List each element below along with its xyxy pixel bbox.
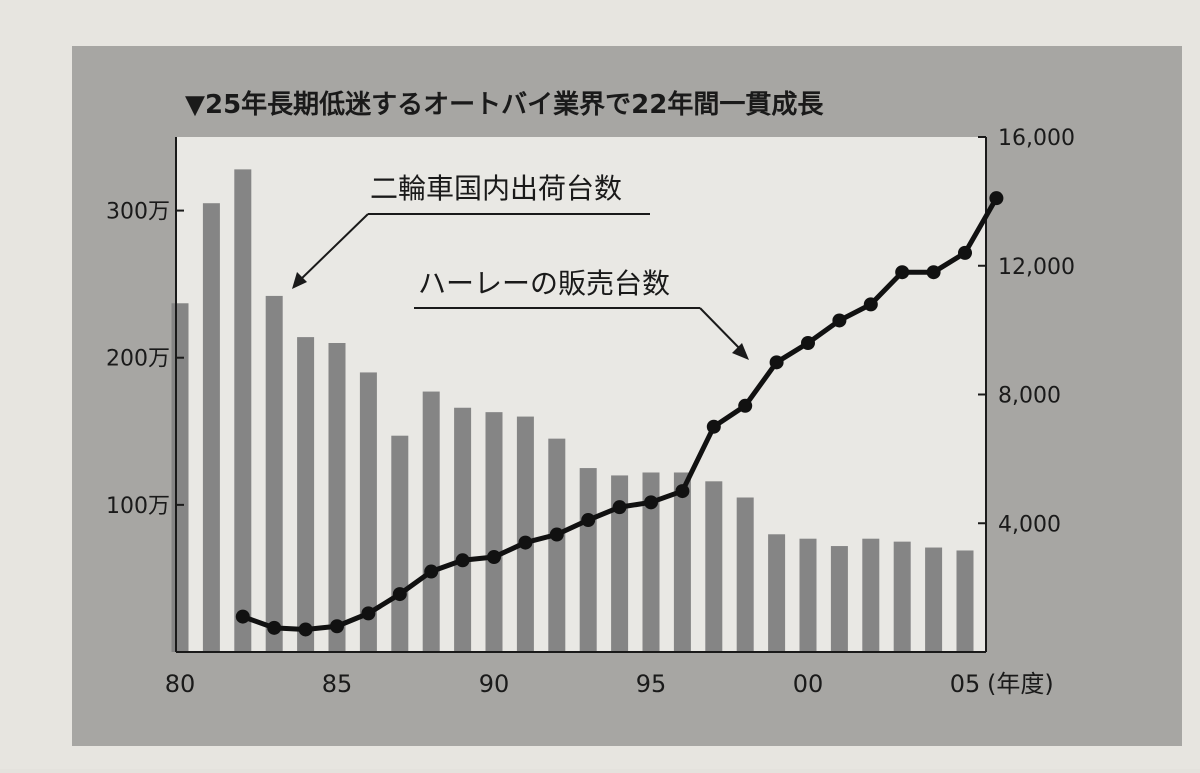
line-point (392, 587, 407, 602)
bar (893, 541, 911, 652)
bar (171, 303, 189, 652)
bar (297, 337, 315, 652)
bar (516, 416, 534, 652)
axes: 100万 200万 300万 4,000 8,000 12,000 16,000 80 85 90… (106, 126, 1075, 698)
line-series (235, 191, 1004, 637)
bar (799, 538, 817, 652)
annotation-shipments-leader (297, 213, 369, 283)
bar (202, 203, 220, 652)
bar (359, 372, 377, 652)
line-point (769, 355, 784, 370)
bar (925, 547, 943, 652)
annotation-shipments-arrowhead (292, 272, 307, 289)
line-point (926, 265, 941, 280)
bar (768, 534, 786, 652)
bar (830, 546, 848, 652)
bar (485, 412, 503, 652)
bar (956, 550, 974, 652)
bar (736, 497, 754, 652)
left-axis-tick-label: 100万 (106, 494, 170, 519)
line-point (424, 564, 439, 579)
x-axis-tick-label: 85 (322, 670, 353, 698)
line-point (706, 419, 721, 434)
annotation-harley: ハーレーの販売台数 (414, 267, 749, 360)
annotation-shipments: 二輪車国内出荷台数 (292, 172, 650, 289)
bar (579, 468, 597, 652)
line-point (549, 527, 564, 542)
bar (454, 407, 472, 652)
line-point (455, 553, 470, 568)
line-point (958, 245, 972, 260)
chart-title: ▼25年長期低迷するオートバイ業界で22年間一貫成長 (185, 89, 824, 120)
x-axis-tick-label: 00 (793, 670, 824, 698)
x-axis-tick-label: 95 (636, 670, 667, 698)
x-axis-unit-label: (年度) (987, 670, 1054, 698)
line-point (832, 313, 847, 328)
line-point (738, 398, 753, 413)
bar (642, 472, 660, 652)
bar (234, 169, 252, 652)
line-point (801, 336, 815, 350)
line-point (895, 265, 910, 280)
bar (673, 472, 691, 652)
line-point (235, 609, 250, 624)
x-axis-tick-label: 80 (165, 670, 196, 698)
line-point (267, 620, 282, 635)
line-point (989, 191, 1004, 206)
bar (862, 538, 880, 652)
bar (611, 475, 629, 652)
right-axis-tick-label: 8,000 (998, 384, 1061, 409)
bar (705, 481, 723, 652)
bar (328, 343, 346, 652)
bar (391, 435, 409, 652)
line-point (298, 622, 313, 637)
line-point (361, 606, 376, 621)
bar (548, 438, 566, 652)
line-point (518, 535, 533, 550)
right-axis-tick-label: 4,000 (998, 512, 1061, 537)
line-point (675, 484, 690, 499)
annotation-harley-leader (699, 307, 744, 353)
line-point (581, 513, 596, 528)
left-axis-tick-label: 300万 (106, 200, 170, 225)
line-point (330, 619, 344, 634)
annotation-shipments-label: 二輪車国内出荷台数 (370, 172, 622, 205)
line-point (612, 500, 627, 515)
annotation-harley-arrowhead (732, 343, 749, 360)
x-axis-tick-label: 90 (479, 670, 510, 698)
bar-series (171, 169, 974, 652)
annotation-harley-label: ハーレーの販売台数 (418, 267, 670, 300)
line-point (487, 550, 501, 565)
bar (265, 295, 283, 652)
bar (422, 391, 440, 652)
right-axis-tick-label: 16,000 (998, 126, 1075, 151)
line-point (644, 495, 658, 510)
line-point (863, 297, 878, 312)
left-axis-tick-label: 200万 (106, 347, 170, 372)
x-axis-tick-label: 05 (950, 670, 981, 698)
right-axis-tick-label: 12,000 (998, 255, 1075, 280)
